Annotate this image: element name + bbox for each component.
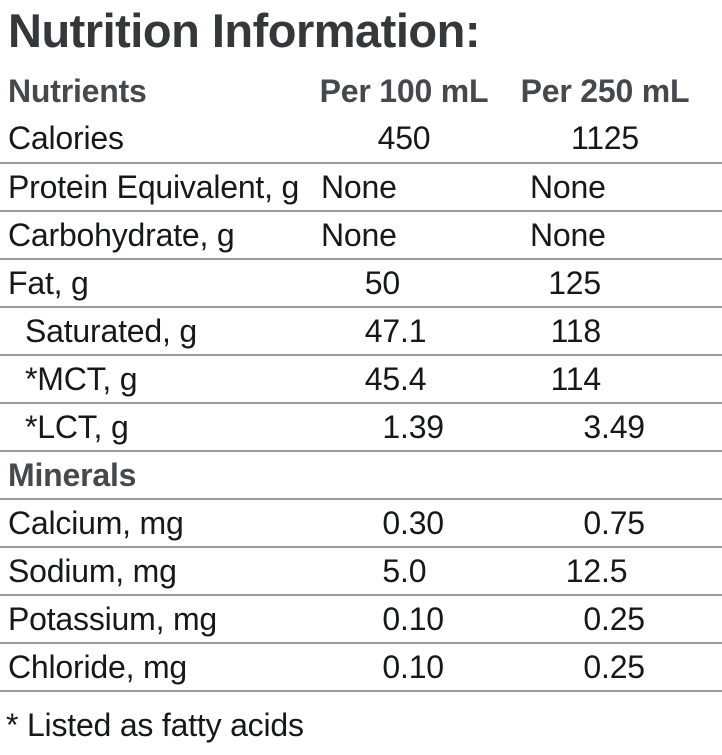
table-row: Protein Equivalent, g None None (0, 164, 722, 212)
value-text: None (321, 216, 397, 253)
table-body: Calories 450 1125 Protein Equivalent, g None… (0, 114, 722, 692)
row-label: Carbohydrate, g (8, 216, 235, 253)
value-fraction-part: .1 (400, 312, 427, 349)
value-fraction-part: .30 (400, 504, 444, 541)
value-integer-part: 45 (364, 360, 400, 397)
column-header-per-250ml-text: Per 250 mL (520, 72, 690, 109)
table-header-row: Nutrients Per 100 mL Per 250 mL (0, 68, 722, 114)
cell-per100: 1.39 (314, 409, 494, 446)
row-label: Potassium, mg (8, 600, 218, 637)
cell-per250: 114 (494, 361, 722, 398)
cell-per250: 0.75 (494, 505, 722, 542)
cell-per100: 50 (314, 265, 494, 302)
table-row: Calories 450 1125 (0, 114, 722, 164)
cell-per100: 5.0 (314, 553, 494, 590)
cell-per100: None (314, 217, 494, 254)
value-text: 1125 (570, 119, 639, 156)
value-text: None (530, 216, 606, 253)
footnote: * Listed as fatty acids (6, 707, 304, 743)
cell-per250: 118 (494, 313, 722, 350)
table-row: Carbohydrate, g None None (0, 212, 722, 260)
table-row: Saturated, g 47.1 118 (0, 308, 722, 356)
value-integer-part: 0 (583, 504, 601, 541)
cell-per250: None (494, 217, 722, 254)
row-label: Fat, g (8, 264, 89, 301)
value-integer-part: 125 (548, 264, 601, 301)
value-fraction-part: .25 (601, 600, 645, 637)
row-label: *LCT, g (25, 408, 129, 445)
value-integer-part: 114 (550, 360, 602, 397)
cell-per100: 45.4 (314, 361, 494, 398)
section-label: Minerals (8, 456, 137, 493)
column-header-per-100ml: Per 100 mL (314, 73, 494, 110)
value-fraction-part: .10 (400, 648, 444, 685)
table-row: *LCT, g 1.39 3.49 (0, 404, 722, 452)
row-label: Protein Equivalent, g (8, 168, 300, 205)
table-row: *MCT, g 45.4 114 (0, 356, 722, 404)
cell-per100: 47.1 (314, 313, 494, 350)
table-row: Chloride, mg 0.10 0.25 (0, 644, 722, 692)
value-fraction-part: .39 (400, 408, 444, 445)
value-fraction-part: .5 (601, 552, 628, 589)
value-integer-part: 12 (565, 552, 601, 589)
table-row: Calcium, mg 0.30 0.75 (0, 500, 722, 548)
value-integer-part: 0 (583, 600, 601, 637)
value-fraction-part: .49 (601, 408, 645, 445)
cell-per250: 12.5 (494, 553, 722, 590)
table-row: Sodium, mg 5.0 12.5 (0, 548, 722, 596)
value-integer-part: 50 (364, 264, 400, 301)
cell-per250: 0.25 (494, 601, 722, 638)
section-row: Minerals (0, 452, 722, 500)
value-fraction-part: .25 (601, 648, 645, 685)
column-header-nutrients: Nutrients (8, 72, 147, 109)
value-fraction-part: .4 (400, 360, 427, 397)
value-fraction-part: .10 (400, 600, 444, 637)
value-fraction-part: .0 (400, 552, 427, 589)
cell-per250: None (494, 169, 722, 206)
page-title: Nutrition Information: (8, 4, 480, 57)
value-integer-part: 0 (382, 600, 400, 637)
cell-per250: 1125 (494, 120, 722, 157)
value-integer-part: 47 (364, 312, 400, 349)
cell-per100: 0.30 (314, 505, 494, 542)
value-fraction-part: .75 (601, 504, 645, 541)
value-integer-part: 3 (583, 408, 601, 445)
cell-per100: None (314, 169, 494, 206)
value-text: 450 (377, 119, 431, 156)
row-label: *MCT, g (25, 360, 138, 397)
value-integer-part: 118 (550, 312, 602, 349)
row-label: Calories (8, 119, 124, 156)
column-header-per-250ml: Per 250 mL (494, 73, 722, 110)
row-label: Sodium, mg (8, 552, 177, 589)
value-integer-part: 1 (382, 408, 400, 445)
value-text: None (530, 168, 606, 205)
row-label: Calcium, mg (8, 504, 184, 541)
value-text: None (321, 168, 397, 205)
row-label: Saturated, g (25, 312, 197, 349)
table-row: Potassium, mg 0.10 0.25 (0, 596, 722, 644)
cell-per100: 450 (314, 120, 494, 157)
cell-per100: 0.10 (314, 649, 494, 686)
table-row: Fat, g 50 125 (0, 260, 722, 308)
cell-per250: 125 (494, 265, 722, 302)
row-label: Chloride, mg (8, 648, 188, 685)
cell-per250: 3.49 (494, 409, 722, 446)
value-integer-part: 0 (382, 504, 400, 541)
value-integer-part: 0 (382, 648, 400, 685)
value-integer-part: 0 (583, 648, 601, 685)
value-integer-part: 5 (382, 552, 400, 589)
column-header-per-100ml-text: Per 100 mL (319, 72, 489, 109)
cell-per100: 0.10 (314, 601, 494, 638)
cell-per250: 0.25 (494, 649, 722, 686)
